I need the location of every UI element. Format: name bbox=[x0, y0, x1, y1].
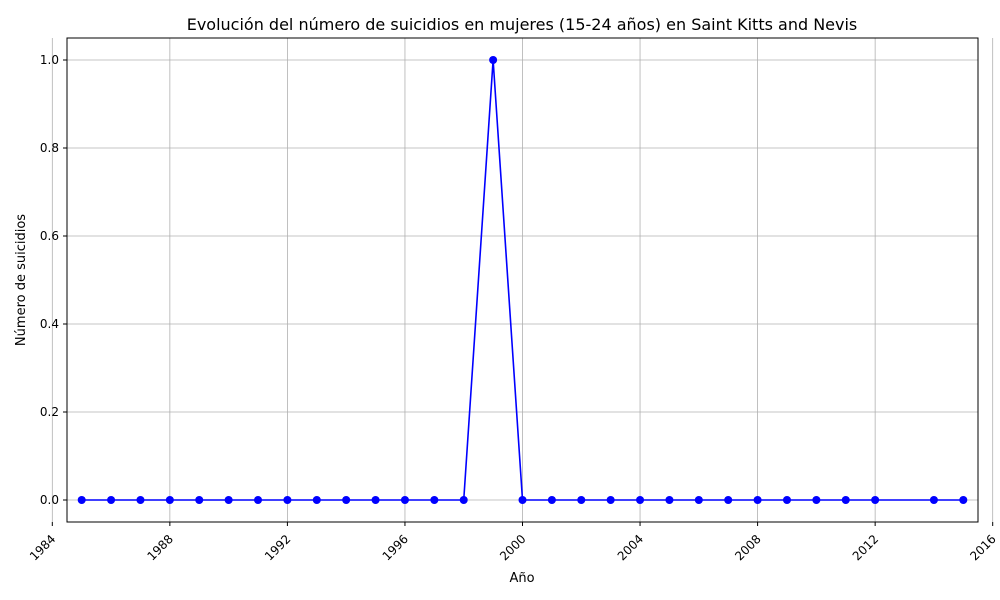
data-point bbox=[665, 496, 674, 504]
y-tick-label: 0.8 bbox=[40, 141, 59, 155]
data-point bbox=[136, 496, 145, 504]
series-group bbox=[77, 56, 968, 504]
data-point bbox=[812, 496, 821, 504]
x-tick-label: 2016 bbox=[967, 532, 998, 563]
x-tick-label: 2004 bbox=[615, 532, 646, 563]
data-point bbox=[371, 496, 380, 504]
x-tick-label: 2012 bbox=[850, 532, 881, 563]
data-point bbox=[724, 496, 733, 504]
data-point bbox=[959, 496, 968, 504]
data-point bbox=[782, 496, 791, 504]
y-tick-label: 0.2 bbox=[40, 405, 59, 419]
grid bbox=[51, 38, 994, 522]
y-axis-ticks: 0.0 0.2 0.4 0.6 0.8 1.0 bbox=[40, 53, 67, 507]
y-tick-label: 0.4 bbox=[40, 317, 59, 331]
data-point bbox=[195, 496, 204, 504]
x-tick-label: 1984 bbox=[27, 532, 58, 563]
data-point bbox=[77, 496, 86, 504]
data-point bbox=[224, 496, 233, 504]
data-point bbox=[165, 496, 174, 504]
data-point bbox=[430, 496, 439, 504]
data-point bbox=[400, 496, 409, 504]
y-axis-label: Número de suicidios bbox=[14, 214, 29, 346]
data-point bbox=[312, 496, 321, 504]
data-point bbox=[518, 496, 527, 504]
data-point bbox=[547, 496, 556, 504]
y-tick-label: 0.6 bbox=[40, 229, 59, 243]
x-tick-label: 2008 bbox=[732, 532, 763, 563]
y-tick-label: 1.0 bbox=[40, 53, 59, 67]
data-point bbox=[636, 496, 645, 504]
data-point bbox=[841, 496, 850, 504]
data-point bbox=[283, 496, 292, 504]
x-axis-label: Año bbox=[509, 571, 534, 586]
y-tick-label: 0.0 bbox=[40, 493, 59, 507]
data-point bbox=[342, 496, 351, 504]
data-point bbox=[459, 496, 468, 504]
data-point bbox=[694, 496, 703, 504]
data-point bbox=[107, 496, 116, 504]
x-tick-label: 1996 bbox=[380, 532, 411, 563]
x-axis-ticks: 1984 1988 1992 1996 2000 2004 2008 2012 2016 bbox=[27, 522, 999, 563]
data-point bbox=[577, 496, 586, 504]
x-tick-label: 2000 bbox=[497, 532, 528, 563]
x-tick-label: 1988 bbox=[144, 532, 175, 563]
data-point bbox=[871, 496, 880, 504]
data-point bbox=[606, 496, 615, 504]
data-point bbox=[929, 496, 938, 504]
data-point bbox=[753, 496, 762, 504]
chart-title: Evolución del número de suicidios en muj… bbox=[187, 15, 858, 34]
series-line bbox=[81, 59, 964, 501]
x-tick-label: 1992 bbox=[262, 532, 293, 563]
data-point bbox=[489, 56, 498, 64]
data-point bbox=[254, 496, 263, 504]
